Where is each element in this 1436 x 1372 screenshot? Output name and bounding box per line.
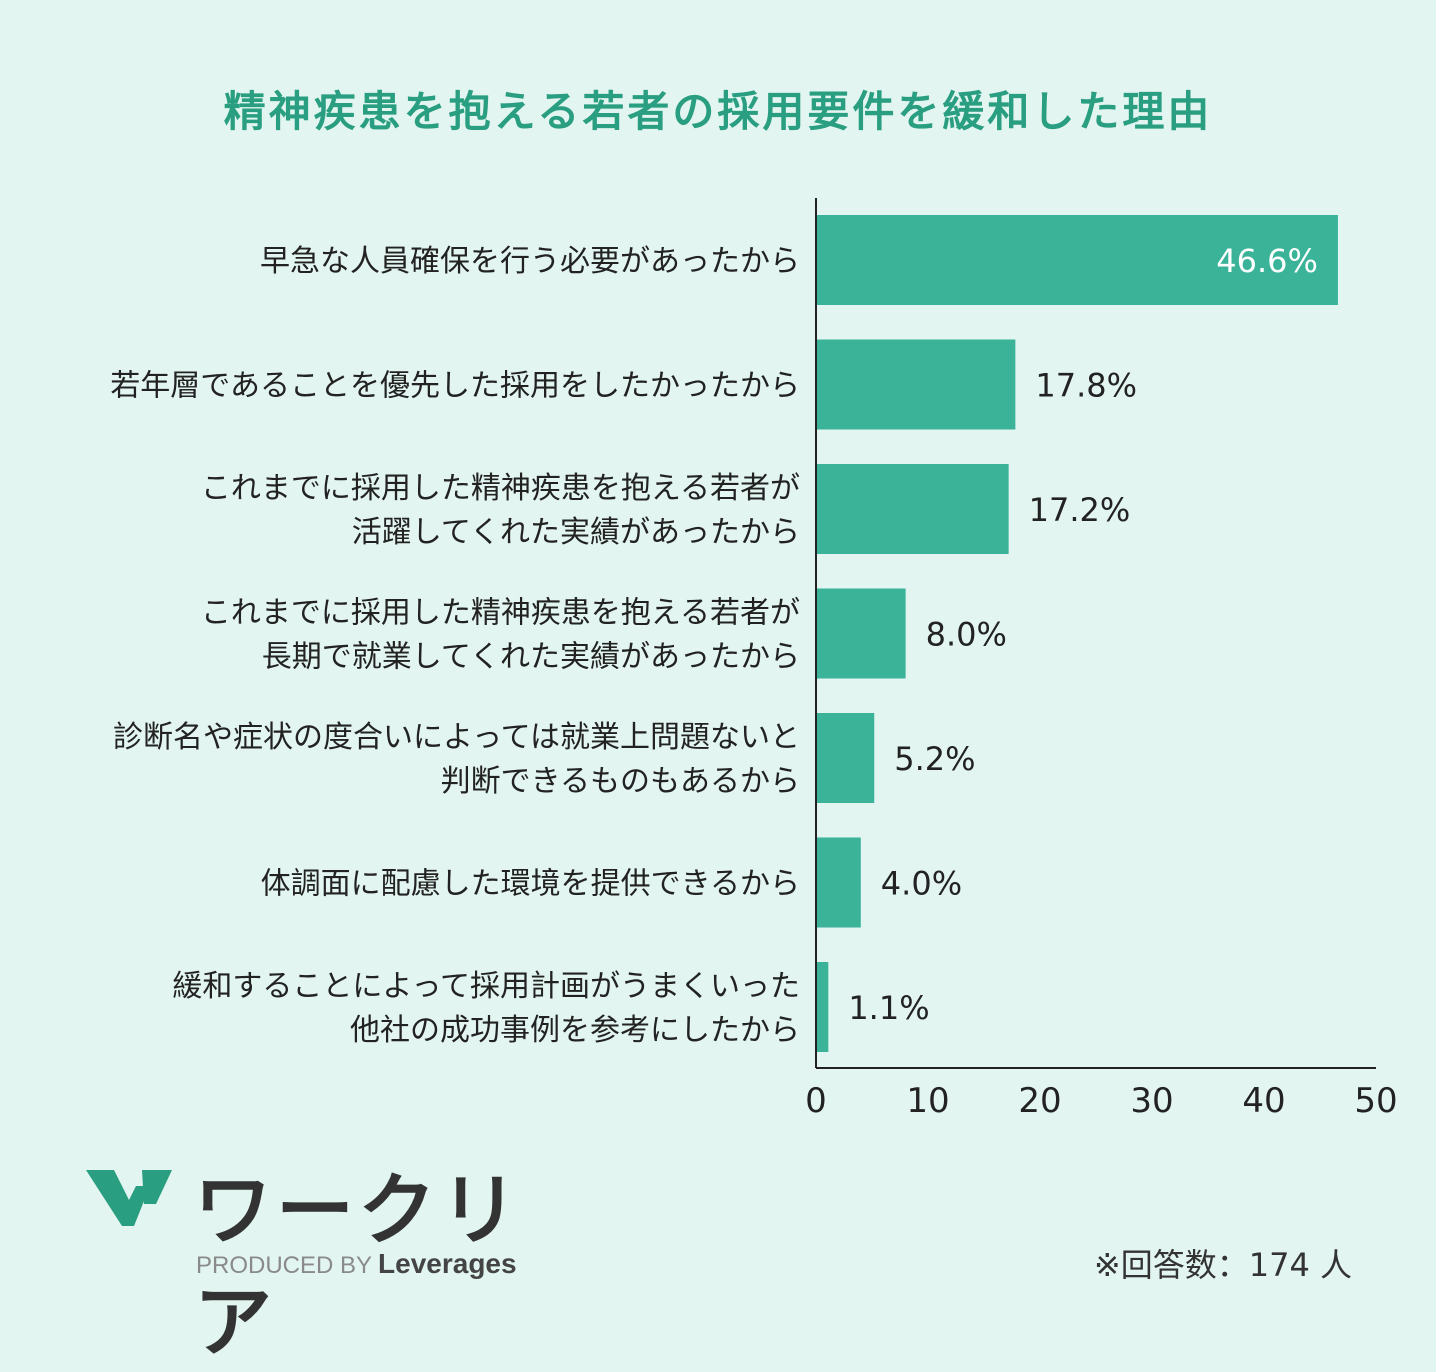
category-label-3-1: 長期で就業してくれた実績があったから bbox=[262, 640, 800, 675]
x-tick-label-5: 50 bbox=[1354, 1081, 1397, 1121]
x-tick-label-2: 20 bbox=[1018, 1081, 1061, 1121]
bar-3 bbox=[816, 588, 906, 679]
value-label-5: 4.0% bbox=[881, 865, 962, 903]
chart-title: 精神疾患を抱える若者の採用要件を緩和した理由 bbox=[223, 87, 1213, 136]
value-label-0: 46.6% bbox=[1216, 242, 1318, 280]
bars-layer bbox=[816, 215, 1338, 1052]
brand-name: Leverages bbox=[378, 1248, 517, 1279]
category-label-0-0: 早急な人員確保を行う必要があったから bbox=[260, 244, 800, 279]
logo-w-icon bbox=[86, 1170, 172, 1226]
produced-by-text: PRODUCED BY bbox=[196, 1252, 373, 1279]
value-labels: 46.6% 17.8% 17.2% 8.0% 5.2% 4.0% 1.1% bbox=[848, 242, 1318, 1027]
bar-2 bbox=[816, 464, 1009, 554]
value-label-2: 17.2% bbox=[1029, 491, 1131, 529]
category-label-1-0: 若年層であることを優先した採用をしたかったから bbox=[110, 369, 800, 404]
bar-chart: 早急な人員確保を行う必要があったから若年層であることを優先した採用をしたかったか… bbox=[110, 198, 1398, 1121]
category-label-4-0: 診断名や症状の度合いによっては就業上問題ないと bbox=[113, 720, 800, 755]
bar-6 bbox=[816, 962, 829, 1052]
bar-1 bbox=[816, 339, 1016, 430]
x-tick-label-3: 30 bbox=[1130, 1081, 1173, 1121]
category-label-5-0: 体調面に配慮した環境を提供できるから bbox=[261, 867, 800, 902]
x-tick-label-4: 40 bbox=[1242, 1081, 1285, 1121]
category-label-6-1: 他社の成功事例を参考にしたから bbox=[350, 1013, 800, 1048]
bar-0 bbox=[816, 215, 1338, 305]
value-label-3: 8.0% bbox=[926, 616, 1007, 654]
value-label-1: 17.8% bbox=[1035, 367, 1137, 405]
bar-5 bbox=[816, 837, 861, 928]
category-label-2-1: 活躍してくれた実績があったから bbox=[352, 515, 800, 550]
produced-by: PRODUCED BY Leverages bbox=[196, 1248, 517, 1280]
axes: 0 10 20 30 40 50 bbox=[805, 198, 1398, 1121]
value-label-6: 1.1% bbox=[848, 989, 929, 1027]
category-labels: 早急な人員確保を行う必要があったから若年層であることを優先した採用をしたかったか… bbox=[110, 244, 800, 1048]
category-label-6-0: 緩和することによって採用計画がうまくいった bbox=[172, 969, 800, 1004]
value-label-4: 5.2% bbox=[894, 740, 975, 778]
category-label-4-1: 判断できるものもあるから bbox=[441, 764, 800, 799]
workria-logo: ワークリア PRODUCED BY Leverages bbox=[84, 1162, 524, 1368]
respondent-count-note: ※回答数：174 人 bbox=[1093, 1246, 1352, 1284]
x-tick-label-1: 10 bbox=[906, 1081, 949, 1121]
x-tick-label-0: 0 bbox=[805, 1081, 827, 1121]
category-label-3-0: これまでに採用した精神疾患を抱える若者が bbox=[201, 596, 800, 631]
category-label-2-0: これまでに採用した精神疾患を抱える若者が bbox=[201, 471, 800, 506]
bar-4 bbox=[816, 713, 875, 803]
